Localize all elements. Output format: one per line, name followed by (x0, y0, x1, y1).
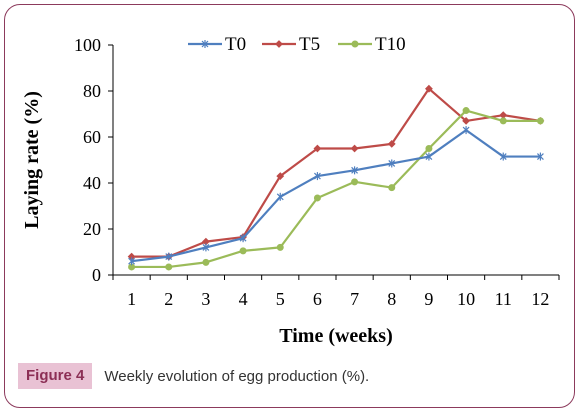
legend-marker-t0 (201, 40, 209, 48)
data-point-t10 (425, 145, 433, 152)
data-point-t0 (536, 152, 544, 161)
y-tick-label: 20 (83, 219, 101, 239)
data-point-t0 (388, 159, 396, 168)
data-point-t5 (462, 116, 470, 125)
series-line-t0 (131, 129, 541, 263)
y-tick-label: 0 (92, 265, 101, 285)
x-tick-label: 12 (531, 289, 549, 309)
data-point-t0 (202, 243, 210, 252)
x-tick-label: 7 (350, 289, 359, 309)
data-point-t5 (387, 139, 396, 148)
data-point-t5 (313, 144, 322, 153)
x-tick-label: 11 (495, 289, 512, 309)
data-point-t5 (276, 172, 285, 181)
y-tick-label: 40 (83, 173, 101, 193)
x-tick-label: 2 (164, 289, 173, 309)
y-tick-label: 80 (83, 81, 101, 101)
x-tick-label: 6 (313, 289, 322, 309)
caption-label: Figure 4 (18, 363, 93, 389)
data-point-t0 (313, 172, 321, 181)
chart-series (127, 84, 545, 271)
data-point-t0 (239, 234, 247, 243)
data-point-t0 (351, 166, 359, 175)
data-point-t10 (388, 184, 396, 192)
data-point-t0 (425, 152, 433, 161)
series-line-t5 (131, 87, 541, 258)
figure-frame (4, 4, 575, 408)
data-point-t10 (239, 247, 247, 255)
x-tick-label: 8 (387, 289, 396, 309)
data-point-t0 (165, 252, 173, 261)
x-tick-label: 5 (276, 289, 285, 309)
x-tick-label: 1 (127, 289, 136, 309)
legend-label-t10: T10 (375, 34, 406, 55)
x-tick-label: 10 (457, 289, 475, 309)
legend-marker-t5 (275, 40, 283, 48)
x-tick-label: 3 (201, 289, 210, 309)
data-point-t5 (425, 84, 433, 93)
data-point-t10 (499, 117, 507, 125)
data-point-t10 (536, 117, 544, 125)
data-point-t10 (313, 194, 321, 202)
legend-marker-t10 (351, 40, 359, 48)
y-tick-label: 100 (74, 35, 101, 55)
data-point-t5 (499, 111, 508, 120)
data-point-t10 (202, 258, 210, 266)
legend-label-t0: T0 (225, 34, 246, 55)
y-axis-title: Laying rate (%) (21, 91, 43, 229)
data-point-t10 (462, 107, 470, 115)
chart-legend: T0 T5 T10 (188, 34, 406, 55)
x-tick-label: 4 (239, 289, 248, 309)
data-point-t0 (128, 257, 136, 266)
data-point-t10 (351, 178, 359, 186)
figure-caption: Figure 4 Weekly evolution of egg product… (18, 363, 369, 389)
data-point-t10 (276, 243, 284, 251)
data-point-t0 (462, 126, 470, 135)
legend-label-t5: T5 (299, 34, 320, 55)
data-point-t5 (350, 144, 359, 153)
x-tick-label: 9 (424, 289, 433, 309)
data-point-t10 (165, 263, 173, 271)
x-axis-title: Time (weeks) (279, 325, 393, 347)
y-tick-label: 60 (83, 127, 101, 147)
caption-text: Weekly evolution of egg production (%). (104, 367, 370, 385)
series-line-t10 (131, 109, 541, 269)
data-point-t0 (276, 192, 284, 201)
data-point-t0 (499, 152, 507, 161)
